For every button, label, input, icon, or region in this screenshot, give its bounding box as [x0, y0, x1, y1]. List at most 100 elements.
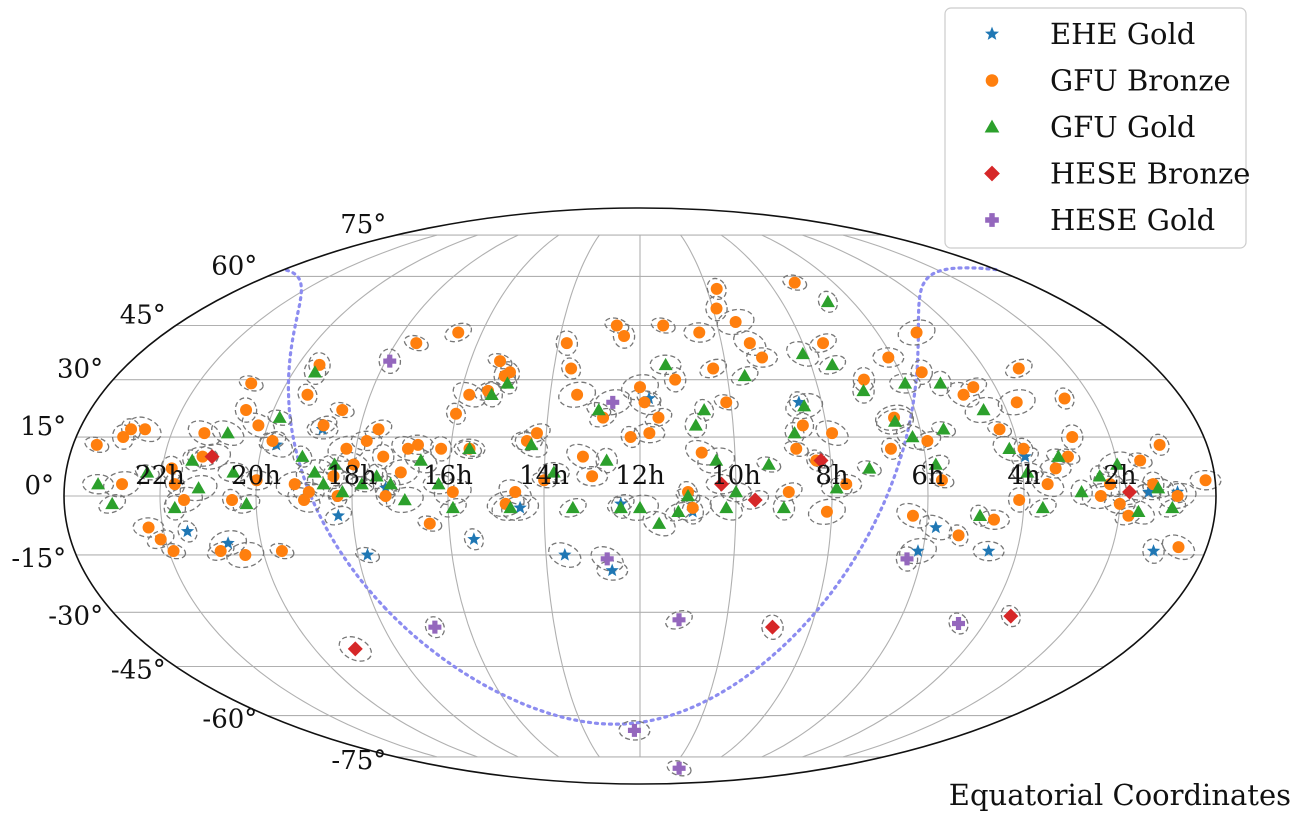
error-contour: [830, 473, 863, 495]
error-contour: [898, 537, 938, 565]
gfu-bronze-marker: [240, 403, 253, 416]
error-contour: [808, 452, 834, 469]
error-contour: [309, 415, 338, 436]
gfu-bronze-marker: [710, 302, 723, 315]
gfu-bronze-marker: [302, 486, 315, 499]
gfu-gold-marker: [431, 477, 446, 490]
gfu-bronze-marker: [693, 326, 706, 339]
error-contour: [644, 407, 673, 428]
error-contour: [809, 333, 837, 353]
gfu-bronze-marker: [301, 388, 314, 401]
gfu-gold-marker: [1074, 485, 1089, 498]
ra-tick-label: 20h: [231, 461, 281, 491]
legend-marker-hese-bronze: [984, 165, 1000, 182]
gfu-bronze-marker: [576, 450, 589, 463]
ra-tick-label: 2h: [1103, 461, 1137, 491]
gfu-gold-marker: [185, 453, 200, 466]
hese-bronze-marker: [1003, 608, 1019, 624]
error-contour: [693, 398, 715, 422]
gfu-bronze-marker: [288, 478, 301, 491]
gfu-bronze-marker: [571, 388, 584, 401]
error-contour: [1142, 538, 1165, 564]
gfu-bronze-marker: [1010, 396, 1023, 409]
gfu-bronze-marker: [423, 517, 436, 530]
gfu-bronze-marker: [198, 427, 211, 440]
event-markers: [90, 276, 1212, 775]
gfu-bronze-marker: [1172, 541, 1185, 554]
gfu-bronze-marker: [1113, 497, 1126, 510]
ehe-gold-marker: [360, 548, 375, 561]
gfu-gold-marker: [1151, 481, 1166, 494]
error-contour: [146, 529, 175, 550]
gfu-bronze-marker: [669, 373, 682, 386]
error-contour: [919, 514, 953, 541]
error-contour: [772, 494, 796, 521]
gfu-gold-marker: [220, 426, 235, 439]
error-contour: [497, 372, 518, 395]
hese-bronze-marker: [1122, 484, 1138, 500]
gfu-gold-marker: [369, 469, 384, 482]
hese-gold-marker: [383, 354, 397, 368]
gfu-bronze-marker: [638, 396, 651, 409]
legend-marker-gfu-gold: [984, 119, 1000, 133]
error-contour: [636, 390, 662, 407]
error-contour: [576, 466, 609, 487]
error-contour: [590, 546, 624, 572]
gfu-gold-marker: [307, 465, 322, 478]
hese-gold-marker: [672, 761, 686, 775]
error-contour: [788, 391, 810, 414]
ehe-gold-marker: [1142, 485, 1156, 498]
gfu-gold-marker: [272, 410, 287, 423]
gfu-bronze-marker: [624, 431, 637, 444]
gfu-bronze-marker: [1134, 454, 1147, 467]
error-contour: [161, 542, 187, 560]
error-contour: [417, 515, 443, 532]
error-contour: [650, 317, 676, 334]
ehe-gold-marker: [911, 544, 925, 557]
error-contour: [456, 440, 483, 457]
error-contour: [818, 354, 847, 375]
gfu-bronze-marker: [377, 450, 390, 463]
error-contour: [1161, 534, 1196, 561]
error-contour: [807, 498, 846, 525]
error-contour: [697, 447, 736, 474]
ra-grid-line: [842, 234, 1121, 758]
ehe-gold-marker: [982, 544, 996, 557]
error-contour: [275, 471, 314, 498]
hese-gold-marker: [428, 620, 442, 634]
error-contour: [206, 541, 235, 561]
gfu-bronze-marker: [313, 358, 326, 371]
gfu-bronze-marker: [565, 362, 578, 375]
gfu-gold-marker: [307, 365, 322, 378]
gfu-bronze-marker: [987, 513, 1000, 526]
hese-bronze-marker: [714, 476, 730, 492]
error-contour: [401, 434, 435, 456]
ra-tick-label: 16h: [423, 461, 473, 491]
legend-marker-gfu-bronze: [985, 74, 999, 87]
error-contour: [132, 517, 165, 538]
dec-tick-label: 45°: [120, 301, 166, 331]
gfu-bronze-marker: [910, 326, 923, 339]
gfu-bronze-marker: [446, 486, 459, 499]
error-contour: [618, 720, 651, 741]
gfu-gold-marker: [1110, 457, 1125, 470]
gfu-gold-marker: [1131, 504, 1146, 518]
ehe-gold-marker: [605, 563, 619, 577]
gfu-bronze-marker: [707, 362, 720, 375]
error-contour: [433, 478, 472, 506]
gfu-gold-marker: [856, 383, 871, 397]
gfu-bronze-marker: [394, 466, 407, 479]
gfu-bronze-marker: [915, 366, 928, 379]
gfu-bronze-marker: [906, 509, 919, 522]
gfu-bronze-marker: [560, 337, 573, 350]
gfu-bronze-marker: [756, 351, 769, 364]
error-contour: [930, 421, 957, 438]
dec-tick-label: 60°: [211, 251, 257, 281]
gfu-bronze-marker: [840, 478, 853, 491]
hese-gold-marker: [952, 616, 966, 630]
hese-gold-marker: [900, 552, 914, 566]
gfu-bronze-marker: [710, 282, 723, 295]
error-contour: [921, 454, 950, 475]
dec-tick-label: 30°: [57, 355, 103, 385]
dec-tick-label: -15°: [11, 544, 66, 574]
